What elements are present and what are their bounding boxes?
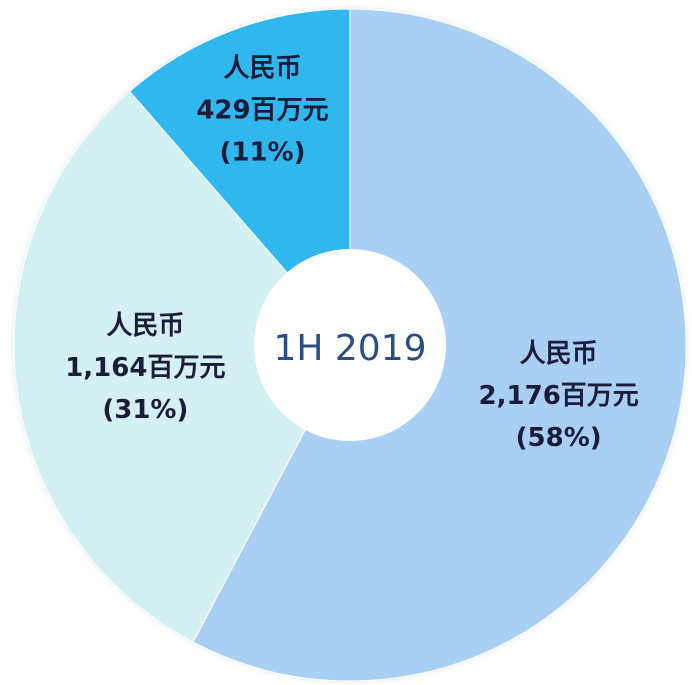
- percent-label: (31%): [102, 395, 188, 425]
- currency-label: 人民币: [106, 311, 184, 341]
- percent-label: (11%): [219, 137, 305, 167]
- slice: [13, 90, 351, 643]
- center-label: 1H 2019: [273, 328, 426, 369]
- labels: 人民币 2,176百万元 (58%) 人民币 1,164百万元 (31%) 人民币 429百万…: [65, 53, 639, 453]
- value-label: 1,164百万元: [65, 353, 225, 383]
- slice: [128, 8, 351, 347]
- percent-label: (58%): [516, 423, 602, 453]
- value-label: 429百万元: [196, 95, 328, 125]
- hole: [254, 249, 446, 441]
- currency-label: 人民币: [520, 339, 598, 369]
- value-label: 2,176百万元: [479, 381, 639, 411]
- currency-label: 人民币: [223, 53, 301, 83]
